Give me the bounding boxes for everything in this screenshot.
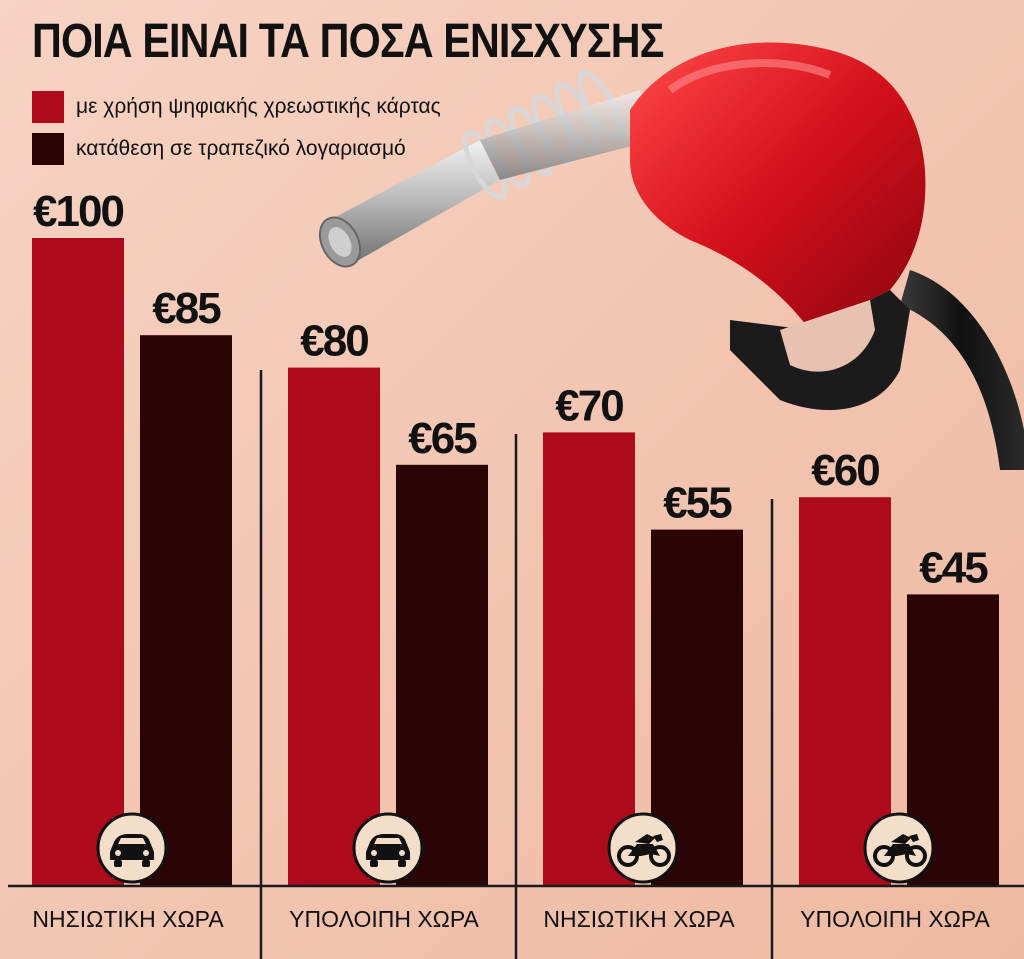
car-icon xyxy=(352,812,424,884)
legend-label-deposit: κατάθεση σε τραπεζικό λογαριασμό xyxy=(76,137,406,160)
value-label-deposit-3: €45 xyxy=(919,543,988,592)
legend-item-deposit: κατάθεση σε τραπεζικό λογαριασμό xyxy=(32,128,441,170)
value-label-deposit-2: €55 xyxy=(663,479,732,528)
value-label-card-3: €60 xyxy=(811,446,879,495)
bar-card-2 xyxy=(543,432,635,886)
legend: με χρήση ψηφιακής χρεωστικής κάρτας κατά… xyxy=(32,86,441,170)
category-label-2: ΝΗΣΙΩΤΙΚΗ ΧΩΡΑ xyxy=(543,906,735,932)
bar-deposit-0 xyxy=(140,335,232,886)
motorcycle-icon xyxy=(863,812,935,884)
bar-deposit-1 xyxy=(396,464,488,886)
motorcycle-icon xyxy=(607,812,679,884)
value-label-card-2: €70 xyxy=(555,381,623,430)
chart-title: ΠΟΙΑ ΕΙΝΑΙ ΤΑ ΠΟΣΑ ΕΝΙΣΧΥΣΗΣ xyxy=(32,15,664,68)
category-label-3: ΥΠΟΛΟΙΠΗ ΧΩΡΑ xyxy=(800,906,990,932)
value-label-deposit-1: €65 xyxy=(408,414,477,463)
value-label-card-0: €100 xyxy=(33,187,123,236)
car-icon xyxy=(96,812,168,884)
legend-swatch-deposit xyxy=(32,133,64,165)
value-label-card-1: €80 xyxy=(300,317,368,366)
category-label-0: ΝΗΣΙΩΤΙΚΗ ΧΩΡΑ xyxy=(32,906,224,932)
bar-card-0 xyxy=(32,238,124,886)
value-label-deposit-0: €85 xyxy=(152,284,221,333)
legend-label-card: με χρήση ψηφιακής χρεωστικής κάρτας xyxy=(76,95,441,118)
legend-item-card: με χρήση ψηφιακής χρεωστικής κάρτας xyxy=(32,86,441,128)
bar-card-1 xyxy=(288,367,380,887)
bar-card-3 xyxy=(799,497,891,886)
legend-swatch-card xyxy=(32,91,64,123)
fuel-nozzle-illustration xyxy=(318,42,1024,470)
category-label-1: ΥΠΟΛΟΙΠΗ ΧΩΡΑ xyxy=(289,906,479,932)
